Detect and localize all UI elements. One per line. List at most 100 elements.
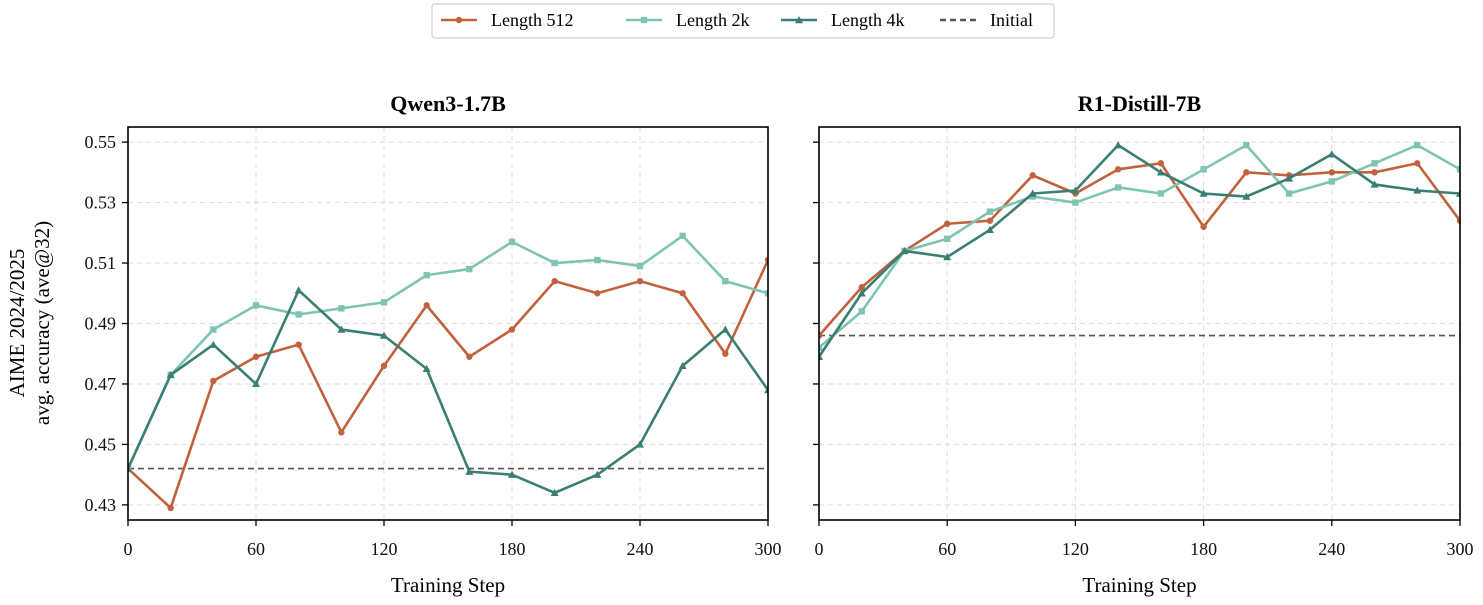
data-point [423, 302, 430, 309]
data-point [858, 308, 865, 315]
legend-marker [640, 16, 648, 24]
panel-title: Qwen3-1.7B [390, 91, 506, 116]
panel-title: R1-Distill-7B [1078, 91, 1202, 116]
plot-area [819, 141, 1460, 360]
series-line [128, 288, 768, 495]
data-point [636, 277, 644, 285]
x-axis-title: Training Step [391, 573, 505, 597]
data-point [819, 344, 823, 351]
plot-area [128, 232, 768, 512]
data-point [1200, 223, 1207, 230]
data-point [1328, 178, 1335, 185]
series-length-512 [128, 256, 768, 512]
data-point [1028, 189, 1037, 197]
legend-entry: Length 2k [626, 10, 750, 30]
x-tick-label: 300 [1447, 539, 1474, 559]
legend-entry: Length 512 [441, 10, 574, 30]
data-point [1071, 186, 1080, 194]
data-point [337, 325, 346, 333]
data-point [422, 364, 431, 373]
x-tick-label: 120 [371, 539, 398, 559]
data-point [1114, 166, 1122, 173]
data-point [1414, 141, 1421, 149]
data-point [1414, 160, 1421, 167]
data-point [679, 290, 686, 297]
x-tick-label: 60 [247, 539, 265, 559]
legend-marker [795, 16, 803, 24]
data-point [944, 220, 951, 227]
legend-marker [455, 16, 463, 24]
data-point [551, 259, 558, 267]
y-tick-label: 0.55 [85, 132, 117, 152]
x-tick-label: 0 [124, 539, 133, 559]
legend: Length 512 Length 2k Length 4k Initial [431, 3, 1055, 39]
data-point [508, 238, 516, 246]
data-point [594, 256, 601, 264]
data-point [338, 429, 345, 436]
data-point [294, 286, 303, 294]
x-tick-label: 300 [755, 539, 782, 559]
data-point [166, 370, 175, 379]
data-point [636, 262, 644, 270]
data-point [858, 284, 865, 291]
data-point [508, 326, 516, 333]
series-line [819, 143, 1460, 349]
y-tick-label: 0.49 [85, 314, 117, 334]
data-point [1243, 169, 1250, 176]
data-point [1243, 141, 1250, 149]
data-point [900, 246, 909, 255]
data-point [252, 353, 260, 360]
data-point [210, 326, 217, 333]
data-point [678, 361, 687, 370]
data-point [986, 217, 994, 224]
data-point [722, 350, 729, 357]
data-point [1114, 184, 1122, 191]
legend-entry: Initial [940, 10, 1033, 30]
data-point [857, 289, 866, 297]
series-line [128, 259, 768, 510]
data-point [1456, 189, 1460, 197]
y-tick-label: 0.43 [85, 495, 117, 515]
chart-panel: 0 60 120 180 240 300 0.43 0.45 0.47 0.49 0.51 0.53 0… [85, 91, 782, 597]
data-point [1285, 174, 1294, 182]
data-point [423, 271, 430, 279]
data-point [1157, 160, 1165, 167]
series-line [819, 143, 1460, 358]
x-tick-label: 60 [938, 539, 956, 559]
x-tick-label: 180 [499, 539, 526, 559]
x-tick-label: 240 [1318, 539, 1345, 559]
data-point [210, 377, 217, 385]
data-point [1456, 166, 1460, 173]
data-point [722, 277, 729, 285]
data-point [944, 235, 951, 243]
data-point [466, 353, 473, 360]
data-point [721, 325, 730, 333]
y-tick-label: 0.47 [85, 374, 117, 394]
data-point [380, 362, 388, 370]
data-point [466, 265, 473, 273]
data-point [1370, 180, 1379, 188]
data-point [252, 302, 260, 309]
data-point [819, 352, 823, 360]
data-point [295, 311, 302, 318]
data-point [1371, 160, 1378, 167]
data-point [594, 290, 601, 297]
data-point [1029, 172, 1036, 179]
data-point [636, 440, 644, 448]
data-point [679, 232, 686, 240]
y-axis-title-line2: avg. accuracy (ave@32) [30, 221, 54, 425]
series-line [128, 234, 768, 470]
data-point [1285, 190, 1293, 197]
data-point [380, 299, 388, 306]
data-point [1242, 192, 1251, 200]
data-point [209, 340, 218, 348]
data-point [1200, 166, 1207, 173]
legend-label: Initial [990, 10, 1033, 30]
series-line [819, 161, 1460, 337]
x-tick-label: 180 [1190, 539, 1217, 559]
data-point [1199, 189, 1208, 197]
data-point [943, 252, 952, 261]
data-point [465, 467, 474, 475]
legend-entry: Length 4k [781, 10, 905, 30]
